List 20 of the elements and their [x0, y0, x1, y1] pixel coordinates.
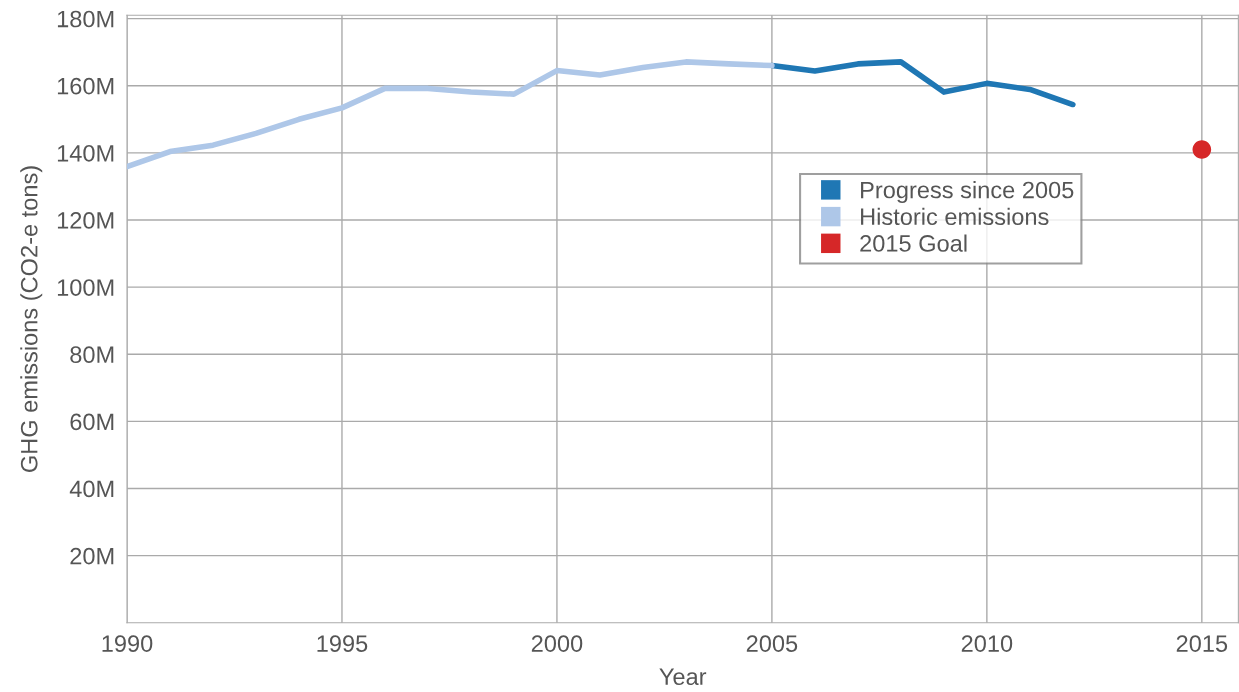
- y-axis-title: GHG emissions (CO2-e tons): [20, 166, 43, 472]
- y-tick-label: 40M: [69, 480, 114, 498]
- x-axis-title: Year: [659, 668, 707, 686]
- y-tick-label: 160M: [57, 77, 114, 95]
- legend-label: 2015 Goal: [860, 234, 967, 252]
- x-tick-label: 1995: [317, 635, 368, 652]
- y-tick-label: 120M: [57, 212, 114, 229]
- y-tick-label: 80M: [70, 346, 114, 364]
- x-tick-label: 2015: [1176, 635, 1228, 652]
- x-tick-label: 2005: [746, 635, 798, 652]
- legend-label: Progress since 2005: [861, 181, 1074, 204]
- y-tick-label: 20M: [70, 547, 114, 565]
- legend-label: Historic emissions: [861, 207, 1049, 226]
- y-tick-label: 140M: [57, 144, 114, 162]
- x-tick-label: 2010: [961, 635, 1013, 652]
- y-tick-label: 60M: [70, 413, 114, 431]
- x-tick-label: 2000: [531, 635, 583, 652]
- y-tick-label: 180M: [57, 10, 114, 28]
- y-tick-label: 100M: [57, 279, 114, 296]
- x-tick-label: 1990: [102, 635, 153, 652]
